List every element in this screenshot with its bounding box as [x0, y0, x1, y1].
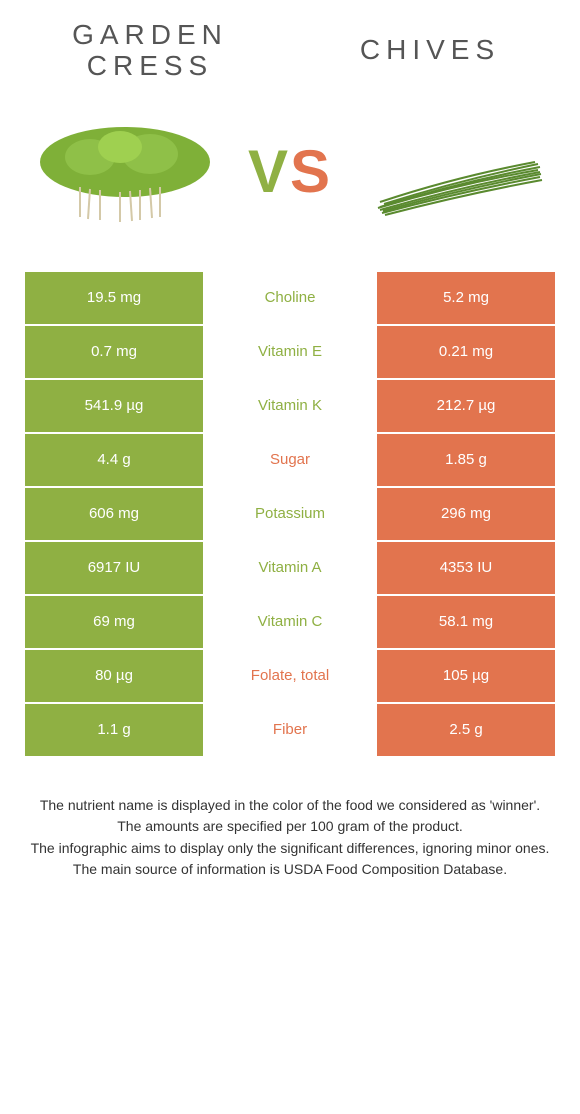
left-value: 4.4 g — [25, 434, 203, 486]
right-value: 0.21 mg — [377, 326, 555, 378]
header: GARDEN CRESS CHIVES — [0, 0, 580, 92]
left-food-title: GARDEN CRESS — [24, 20, 276, 82]
left-value: 69 mg — [25, 596, 203, 648]
nutrient-label: Fiber — [203, 704, 377, 756]
table-row: 0.7 mgVitamin E0.21 mg — [25, 326, 555, 378]
footer-line: The main source of information is USDA F… — [20, 860, 560, 880]
table-row: 69 mgVitamin C58.1 mg — [25, 596, 555, 648]
images-row: VS — [0, 92, 580, 272]
nutrient-label: Vitamin K — [203, 380, 377, 432]
nutrient-label: Vitamin C — [203, 596, 377, 648]
left-value: 1.1 g — [25, 704, 203, 756]
table-row: 1.1 gFiber2.5 g — [25, 704, 555, 756]
right-value: 2.5 g — [377, 704, 555, 756]
table-row: 80 µgFolate, total105 µg — [25, 650, 555, 702]
left-value: 541.9 µg — [25, 380, 203, 432]
table-row: 19.5 mgCholine5.2 mg — [25, 272, 555, 324]
left-value: 606 mg — [25, 488, 203, 540]
left-value: 0.7 mg — [25, 326, 203, 378]
left-value: 80 µg — [25, 650, 203, 702]
right-value: 58.1 mg — [377, 596, 555, 648]
nutrient-label: Sugar — [203, 434, 377, 486]
vs-label: VS — [248, 137, 332, 206]
chives-image — [360, 112, 550, 232]
footer-line: The infographic aims to display only the… — [20, 839, 560, 859]
right-value: 212.7 µg — [377, 380, 555, 432]
table-row: 541.9 µgVitamin K212.7 µg — [25, 380, 555, 432]
footer-notes: The nutrient name is displayed in the co… — [20, 796, 560, 880]
right-value: 4353 IU — [377, 542, 555, 594]
right-value: 105 µg — [377, 650, 555, 702]
right-value: 1.85 g — [377, 434, 555, 486]
vs-v: V — [248, 138, 290, 205]
footer-line: The amounts are specified per 100 gram o… — [20, 817, 560, 837]
table-row: 6917 IUVitamin A4353 IU — [25, 542, 555, 594]
right-food-title: CHIVES — [304, 35, 556, 66]
nutrient-label: Potassium — [203, 488, 377, 540]
table-row: 606 mgPotassium296 mg — [25, 488, 555, 540]
nutrient-label: Vitamin A — [203, 542, 377, 594]
garden-cress-image — [30, 112, 220, 232]
right-value: 296 mg — [377, 488, 555, 540]
nutrient-label: Vitamin E — [203, 326, 377, 378]
table-row: 4.4 gSugar1.85 g — [25, 434, 555, 486]
nutrient-label: Folate, total — [203, 650, 377, 702]
vs-s: S — [290, 138, 332, 205]
nutrient-label: Choline — [203, 272, 377, 324]
footer-line: The nutrient name is displayed in the co… — [20, 796, 560, 816]
left-value: 19.5 mg — [25, 272, 203, 324]
right-value: 5.2 mg — [377, 272, 555, 324]
nutrient-table: 19.5 mgCholine5.2 mg0.7 mgVitamin E0.21 … — [25, 272, 555, 756]
left-value: 6917 IU — [25, 542, 203, 594]
